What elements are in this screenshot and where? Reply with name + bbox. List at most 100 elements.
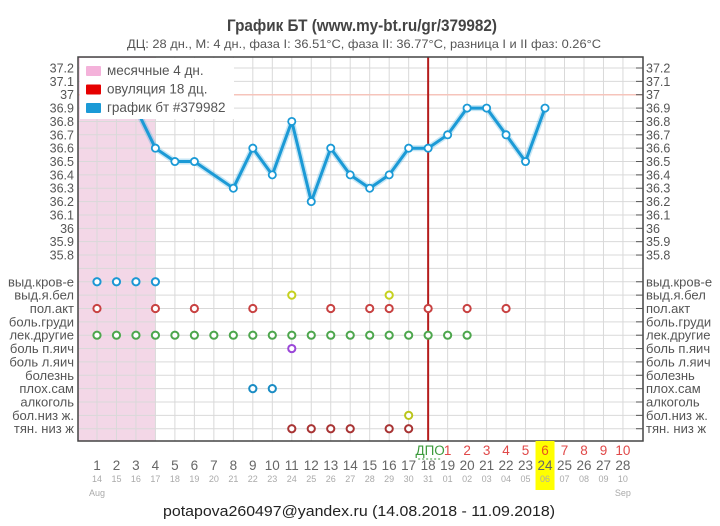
calendar-date-label: 04 — [501, 474, 511, 484]
current-day-highlight — [535, 441, 555, 490]
symptom-mark — [462, 303, 472, 314]
symptom-mark — [287, 330, 297, 340]
symptom-label-left: плох.сам — [19, 381, 74, 396]
chart-title: График БТ (www.my-bt.ru/gr/379982) — [227, 16, 497, 35]
cycle-day-label: 7 — [210, 458, 218, 473]
calendar-date-label: 01 — [443, 474, 453, 484]
temperature-point — [326, 143, 336, 153]
calendar-date-label: 31 — [423, 474, 433, 484]
temperature-point — [287, 116, 297, 126]
symptom-mark — [326, 424, 336, 434]
symptom-label-right: лек.другие — [646, 328, 711, 343]
y-tick-label-right: 36.1 — [646, 208, 670, 222]
legend-label: график бт #379982 — [107, 100, 225, 115]
dpo-day-label: 5 — [522, 443, 530, 458]
calendar-date-label: 10 — [618, 474, 628, 484]
symptom-mark — [150, 330, 161, 340]
calendar-date-label: 03 — [482, 474, 492, 484]
cycle-day-label: 1 — [93, 458, 101, 473]
footer-user-period: potapova260497@yandex.ru (14.08.2018 - 1… — [163, 503, 555, 520]
symptom-label-right: боль.груди — [646, 314, 711, 329]
calendar-date-label: 07 — [559, 474, 569, 484]
plot-border — [77, 56, 644, 442]
y-tick-label-left: 36.3 — [50, 182, 74, 196]
symptom-label-right: тян. низ ж — [646, 421, 706, 436]
calendar-date-label: 02 — [462, 474, 472, 484]
symptom-mark — [209, 330, 219, 340]
y-tick-label-left: 37.2 — [50, 62, 74, 76]
calendar-date-label: 09 — [598, 474, 608, 484]
month-label: Sep — [615, 488, 631, 498]
symptom-mark — [287, 290, 297, 300]
dpo-day-label: 9 — [600, 443, 608, 458]
calendar-date-label: 17 — [150, 474, 160, 484]
temperature-point — [462, 103, 472, 113]
symptom-mark — [501, 303, 511, 314]
symptom-label-left: бол.низ ж. — [12, 408, 74, 423]
cycle-day-label: 9 — [249, 458, 257, 473]
symptom-label-right: выд.кров-е — [646, 274, 712, 289]
legend-item-bbt-series: график бт #379982 — [86, 100, 225, 115]
temperature-point — [306, 197, 316, 207]
symptom-label-right: боль л.яич — [646, 354, 711, 369]
symptom-label-right: боль п.яич — [646, 341, 710, 356]
cycle-day-label: 3 — [132, 458, 140, 473]
symptom-mark — [306, 330, 316, 340]
y-tick-label-left: 36.1 — [50, 208, 74, 222]
calendar-date-label: 18 — [170, 474, 180, 484]
symptom-mark — [248, 330, 258, 340]
cycle-day-label: 16 — [382, 458, 397, 473]
y-tick-label-right: 36.9 — [646, 102, 670, 116]
y-tick-label-left: 37 — [60, 88, 74, 102]
symptom-mark — [92, 277, 102, 287]
cycle-day-label: 6 — [191, 458, 199, 473]
y-tick-label-left: 35.8 — [50, 249, 74, 263]
symptom-mark — [287, 343, 297, 354]
y-tick-label-left: 36.4 — [50, 168, 74, 182]
symptom-mark — [326, 303, 336, 314]
cycle-day-label: 15 — [362, 458, 377, 473]
temperature-point — [384, 170, 394, 180]
temperature-point — [189, 157, 199, 167]
cycle-day-label: 25 — [557, 458, 572, 473]
legend-swatch — [86, 66, 101, 76]
symptom-mark — [150, 303, 161, 314]
calendar-date-label: 28 — [365, 474, 375, 484]
cycle-day-label: 27 — [596, 458, 611, 473]
y-tick-label-right: 36.4 — [646, 168, 670, 182]
calendar-date-label: 16 — [131, 474, 141, 484]
legend-swatch — [86, 84, 101, 95]
symptom-mark — [404, 424, 414, 434]
temperature-point — [365, 183, 375, 193]
dpo-day-label: 10 — [615, 443, 630, 458]
symptom-mark — [384, 330, 394, 340]
temperature-point — [540, 103, 550, 113]
y-tick-label-left: 36.6 — [50, 142, 74, 156]
symptom-mark — [189, 330, 199, 340]
dpo-day-label: 8 — [580, 443, 588, 458]
y-tick-label-left: 36.9 — [50, 102, 74, 116]
right-tick-marks — [636, 67, 643, 430]
symptom-mark — [267, 384, 277, 394]
symptom-mark — [345, 330, 355, 340]
cycle-day-label: 8 — [230, 458, 238, 473]
symptom-marks — [92, 277, 511, 434]
temperature-point — [482, 103, 492, 113]
symptom-label-left: лек.другие — [9, 328, 74, 343]
temperature-series — [131, 103, 550, 207]
y-tick-label-left: 35.9 — [50, 235, 74, 249]
symptom-label-left: выд.кров-е — [8, 274, 74, 289]
temperature-point — [170, 157, 180, 167]
symptom-label-right: плох.сам — [646, 381, 701, 396]
symptom-mark — [423, 330, 433, 340]
cycle-day-label: 4 — [152, 458, 160, 473]
cycle-day-label: 10 — [265, 458, 280, 473]
calendar-date-label: 06 — [540, 474, 550, 484]
symptom-label-left: выд.я.бел — [14, 288, 74, 303]
symptom-mark — [170, 330, 180, 340]
y-tick-label-right: 36.2 — [646, 195, 670, 209]
dpo-day-label: 2 — [463, 443, 471, 458]
y-tick-label-right: 36.8 — [646, 115, 670, 129]
